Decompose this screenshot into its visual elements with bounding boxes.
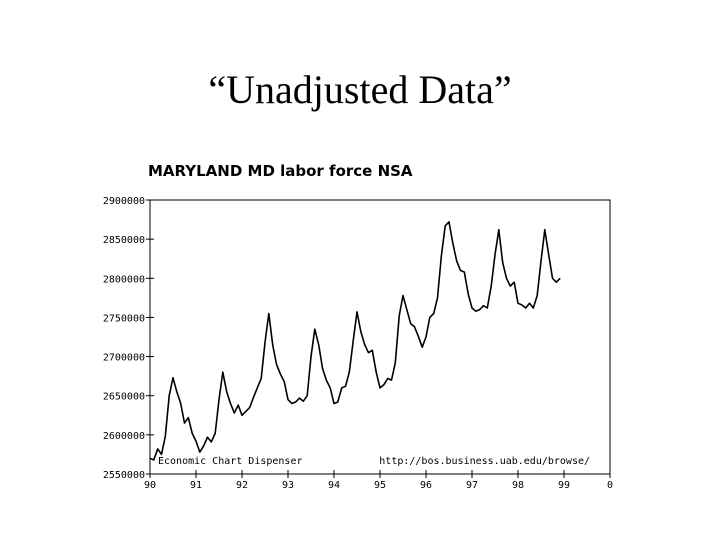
x-tick-label: 96 [420, 480, 432, 491]
y-tick-label: 2650000 [103, 392, 145, 403]
y-tick-label: 2900000 [103, 196, 145, 207]
x-tick-label: 92 [236, 480, 248, 491]
slide-title: “Unadjusted Data” [208, 67, 512, 112]
y-tick-label: 2550000 [103, 470, 145, 481]
series-line-labor-force [149, 221, 561, 461]
x-tick-label: 93 [282, 480, 294, 491]
x-tick-label: 90 [144, 480, 156, 491]
y-tick-label: 2750000 [103, 313, 145, 324]
y-tick-label: 2700000 [103, 353, 145, 364]
chart-title: MARYLAND MD labor force NSA [148, 162, 413, 180]
plot-frame [149, 199, 611, 475]
x-tick-label: 94 [328, 480, 340, 491]
y-tick-label: 2850000 [103, 235, 145, 246]
x-tick-label: 98 [512, 480, 524, 491]
chart-credit-left: Economic Chart Dispenser [158, 456, 303, 467]
x-tick-label: 0 [607, 480, 613, 491]
y-tick-label: 2800000 [103, 274, 145, 285]
y-tick-label: 2600000 [103, 431, 145, 442]
x-axis: 90 91 92 93 94 95 96 97 98 99 0 [144, 470, 613, 491]
x-tick-label: 97 [466, 480, 478, 491]
x-tick-label: 99 [558, 480, 570, 491]
x-tick-label: 95 [374, 480, 386, 491]
y-axis: 2550000 2600000 2650000 2700000 2750000 28000… [103, 196, 154, 481]
x-tick-label: 91 [190, 480, 202, 491]
chart-credit-url: http://bos.business.uab.edu/browse/ [379, 456, 590, 467]
